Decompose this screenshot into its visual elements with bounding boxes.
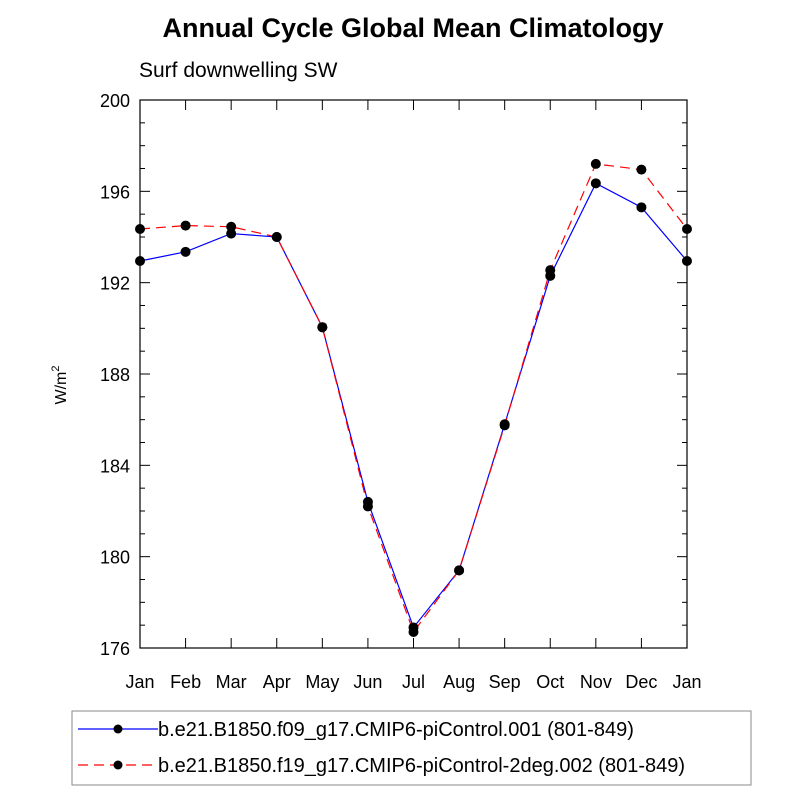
- legend: b.e21.B1850.f09_g17.CMIP6-piControl.001 …: [71, 710, 752, 786]
- data-point-series-2: [545, 265, 556, 276]
- data-point-series-1: [180, 246, 191, 257]
- series-line-1: [139, 182, 688, 629]
- legend-label-2: b.e21.B1850.f19_g17.CMIP6-piControl-2deg…: [158, 755, 685, 777]
- plot-frame: [139, 99, 688, 649]
- x-tick-label: Jul: [402, 672, 425, 692]
- y-tick-label: 200: [100, 91, 130, 111]
- y-axis-label: W/m2: [50, 366, 70, 405]
- data-point-series-2: [135, 224, 145, 235]
- data-point-series-2: [317, 322, 328, 333]
- chart-title: Annual Cycle Global Mean Climatology: [162, 13, 663, 43]
- x-tick-label: Mar: [216, 672, 247, 692]
- data-point-series-2: [271, 232, 282, 242]
- data-point-series-2: [226, 221, 237, 232]
- data-point-series-1: [590, 178, 601, 189]
- data-point-series-2: [499, 420, 510, 431]
- y-tick-label: 192: [100, 274, 130, 294]
- data-point-series-2: [682, 224, 692, 235]
- legend-label-1: b.e21.B1850.f09_g17.CMIP6-piControl.001 …: [158, 719, 634, 741]
- x-tick-label: Nov: [580, 672, 612, 692]
- data-point-series-1: [135, 255, 145, 266]
- legend-marker-2: [113, 760, 123, 770]
- y-tick-label: 196: [100, 182, 130, 202]
- series-line-2: [139, 163, 688, 634]
- legend-box: [71, 710, 752, 786]
- x-tick-label: Dec: [625, 672, 657, 692]
- x-tick-label: Jan: [672, 672, 701, 692]
- x-tick-label: Oct: [536, 672, 564, 692]
- x-tick-label: Sep: [489, 672, 521, 692]
- data-point-series-2: [180, 220, 191, 231]
- y-tick-label: 184: [100, 456, 130, 476]
- y-tick-label: 180: [100, 548, 130, 568]
- data-point-series-2: [362, 501, 373, 512]
- data-point-series-2: [454, 565, 465, 576]
- data-point-series-2: [590, 158, 601, 169]
- x-tick-label: Apr: [263, 672, 291, 692]
- legend-marker-1: [113, 724, 123, 734]
- x-tick-label: Jun: [353, 672, 382, 692]
- x-tick-label: May: [305, 672, 339, 692]
- x-tick-label: Feb: [170, 672, 201, 692]
- chart-subtitle: Surf downwelling SW: [139, 59, 338, 82]
- y-tick-label: 176: [100, 639, 130, 659]
- x-tick-label: Aug: [443, 672, 475, 692]
- data-point-series-1: [636, 202, 647, 213]
- y-tick-label: 188: [100, 365, 130, 385]
- x-tick-label: Jan: [125, 672, 154, 692]
- data-point-series-2: [636, 164, 647, 175]
- data-point-series-2: [408, 627, 419, 638]
- data-point-series-1: [682, 255, 692, 266]
- data-point-series-1: [226, 228, 237, 239]
